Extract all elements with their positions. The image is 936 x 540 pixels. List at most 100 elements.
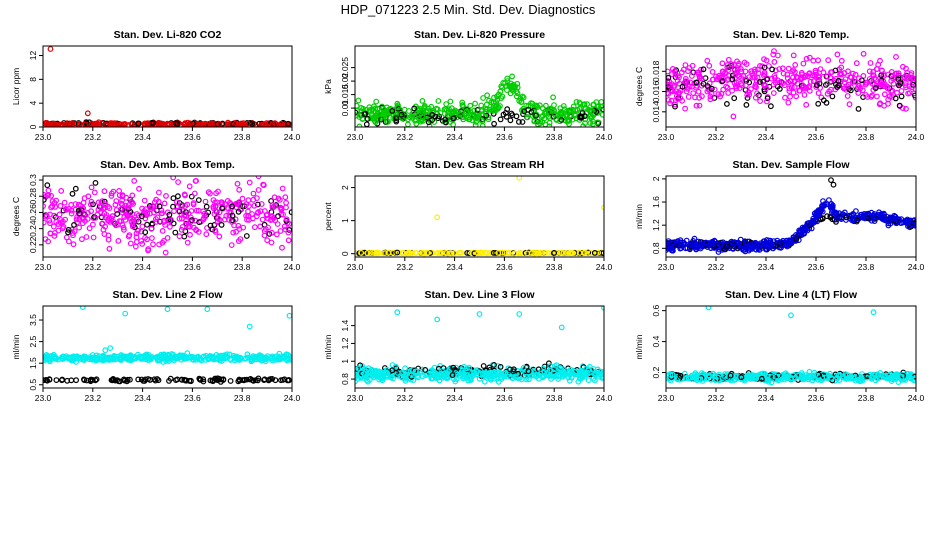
point-main — [531, 117, 538, 124]
point-main — [279, 185, 286, 192]
x-tick-label: 23.8 — [858, 132, 875, 142]
point-main — [707, 96, 714, 103]
point-alt — [491, 362, 497, 368]
plot-frame — [354, 175, 605, 258]
point-main — [230, 229, 237, 236]
point-main — [88, 184, 95, 191]
point-main — [768, 241, 775, 248]
point-main — [155, 353, 162, 360]
plot-frame — [665, 305, 917, 389]
point-alt — [218, 221, 225, 228]
point-main — [801, 85, 808, 92]
point-main — [502, 373, 508, 380]
x-tick-label: 23.2 — [85, 262, 102, 272]
y-tick-label: 12 — [28, 51, 38, 61]
point-main — [736, 85, 743, 91]
outlier-point — [246, 323, 253, 330]
y-tick-label: 1 — [340, 359, 350, 364]
panel-title: Stan. Dev. Li-820 Pressure — [414, 29, 545, 41]
point-main — [57, 202, 64, 209]
x-tick-label: 23.4 — [446, 132, 463, 142]
plot-frame — [665, 175, 917, 258]
point-main — [123, 194, 130, 201]
point-main — [718, 241, 725, 248]
point-main — [365, 378, 371, 385]
point-main — [838, 64, 845, 71]
point-main — [261, 228, 268, 235]
point-main — [219, 352, 226, 359]
point-main — [853, 60, 860, 67]
point-main — [668, 97, 675, 104]
point-main — [780, 80, 786, 87]
point-main — [667, 243, 673, 249]
point-main — [370, 249, 377, 256]
point-main — [139, 240, 146, 247]
point-alt — [450, 364, 457, 371]
plot-frame — [42, 305, 293, 389]
point-main — [80, 356, 86, 363]
point-main — [862, 81, 869, 88]
point-main — [435, 98, 442, 104]
point-main — [184, 201, 191, 208]
point-main — [856, 75, 862, 82]
point-alt — [101, 198, 108, 205]
point-main — [202, 214, 208, 221]
point-alt — [181, 376, 188, 383]
x-tick-label: 24.0 — [596, 393, 613, 403]
point-main — [747, 376, 754, 382]
point-main — [181, 354, 188, 361]
point-main — [507, 90, 514, 97]
point-alt — [72, 185, 79, 192]
point-main — [389, 362, 396, 368]
x-tick-label: 23.0 — [658, 132, 675, 142]
point-alt — [497, 116, 504, 123]
point-main — [893, 54, 899, 60]
point-main — [430, 368, 436, 375]
y-tick-label: 0.018 — [651, 60, 661, 82]
point-main — [860, 50, 867, 57]
point-main — [277, 356, 284, 363]
point-main — [130, 201, 137, 207]
point-main — [376, 368, 382, 375]
point-main — [275, 356, 282, 363]
point-main — [56, 211, 63, 218]
point-main — [178, 202, 185, 209]
point-alt — [479, 116, 486, 123]
point-alt — [174, 193, 181, 200]
point-main — [903, 84, 909, 91]
point-alt — [509, 112, 516, 118]
point-main — [216, 121, 223, 127]
point-alt — [759, 375, 765, 382]
main-title: HDP_071223 2.5 Min. Std. Dev. Diagnostic… — [340, 2, 596, 17]
point-main — [226, 209, 233, 215]
point-main — [581, 101, 588, 108]
point-main — [589, 113, 595, 120]
point-main — [474, 114, 481, 120]
point-main — [138, 228, 145, 235]
point-alt — [533, 112, 539, 119]
y-tick-label: 0.015 — [340, 84, 350, 106]
point-main — [779, 65, 786, 72]
point-main — [363, 374, 369, 380]
point-main — [497, 103, 503, 109]
point-main — [471, 369, 478, 376]
point-main — [563, 113, 570, 120]
point-alt — [144, 221, 151, 228]
point-main — [682, 62, 689, 68]
point-main — [735, 72, 742, 78]
point-main — [585, 377, 592, 384]
point-main — [820, 69, 827, 76]
point-main — [407, 114, 413, 121]
point-alt — [43, 377, 49, 383]
plot-frame — [665, 45, 917, 128]
point-main — [133, 211, 140, 217]
point-main — [285, 229, 292, 236]
point-main — [160, 219, 167, 226]
point-main — [823, 374, 830, 381]
point-main — [504, 75, 511, 82]
point-main — [488, 373, 495, 379]
point-main — [576, 99, 583, 106]
point-main — [222, 201, 228, 207]
data-points — [43, 176, 292, 256]
